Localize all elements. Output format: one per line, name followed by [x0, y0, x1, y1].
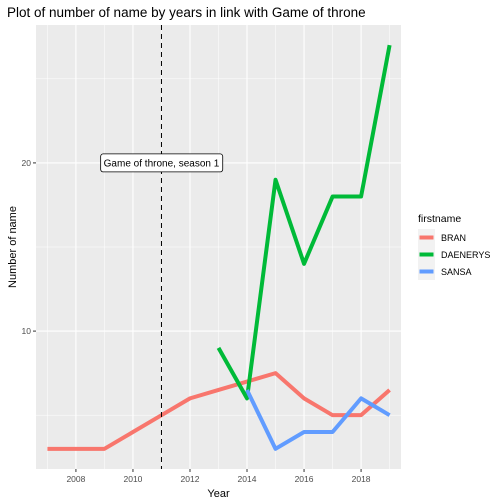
y-axis: 10 20	[22, 158, 36, 336]
series-line-sansa	[245, 389, 391, 451]
series-layer	[47, 44, 392, 451]
season-1-label-text: Game of throne, season 1	[104, 158, 220, 169]
legend-label-bran: BRAN	[441, 233, 466, 243]
series-line-bran	[47, 371, 391, 451]
legend-label-sansa: SANSA	[441, 267, 472, 277]
x-tick-label: 2008	[66, 474, 85, 484]
x-axis-title: Year	[207, 488, 230, 500]
grid-major	[36, 25, 401, 469]
chart-title: Plot of number of name by years in link …	[7, 5, 366, 20]
legend: firstname BRAN DAENERYS SANSA	[418, 213, 490, 280]
x-tick-label: 2016	[295, 474, 314, 484]
y-tick-label: 20	[22, 158, 32, 168]
x-axis: 2008 2010 2012 2014 2016 2018	[66, 469, 371, 484]
x-tick-label: 2018	[352, 474, 371, 484]
season-1-label: Game of throne, season 1	[100, 153, 224, 173]
annotation-layer: Game of throne, season 1	[100, 25, 224, 469]
y-tick-label: 10	[22, 326, 32, 336]
x-tick-label: 2014	[238, 474, 257, 484]
legend-label-daenerys: DAENERYS	[441, 250, 490, 260]
season-1-label-box	[100, 153, 224, 173]
y-axis-title: Number of name	[7, 206, 19, 288]
x-tick-label: 2010	[123, 474, 142, 484]
series-line-daenerys	[216, 44, 392, 401]
legend-title: firstname	[418, 213, 461, 225]
x-tick-label: 2012	[181, 474, 200, 484]
